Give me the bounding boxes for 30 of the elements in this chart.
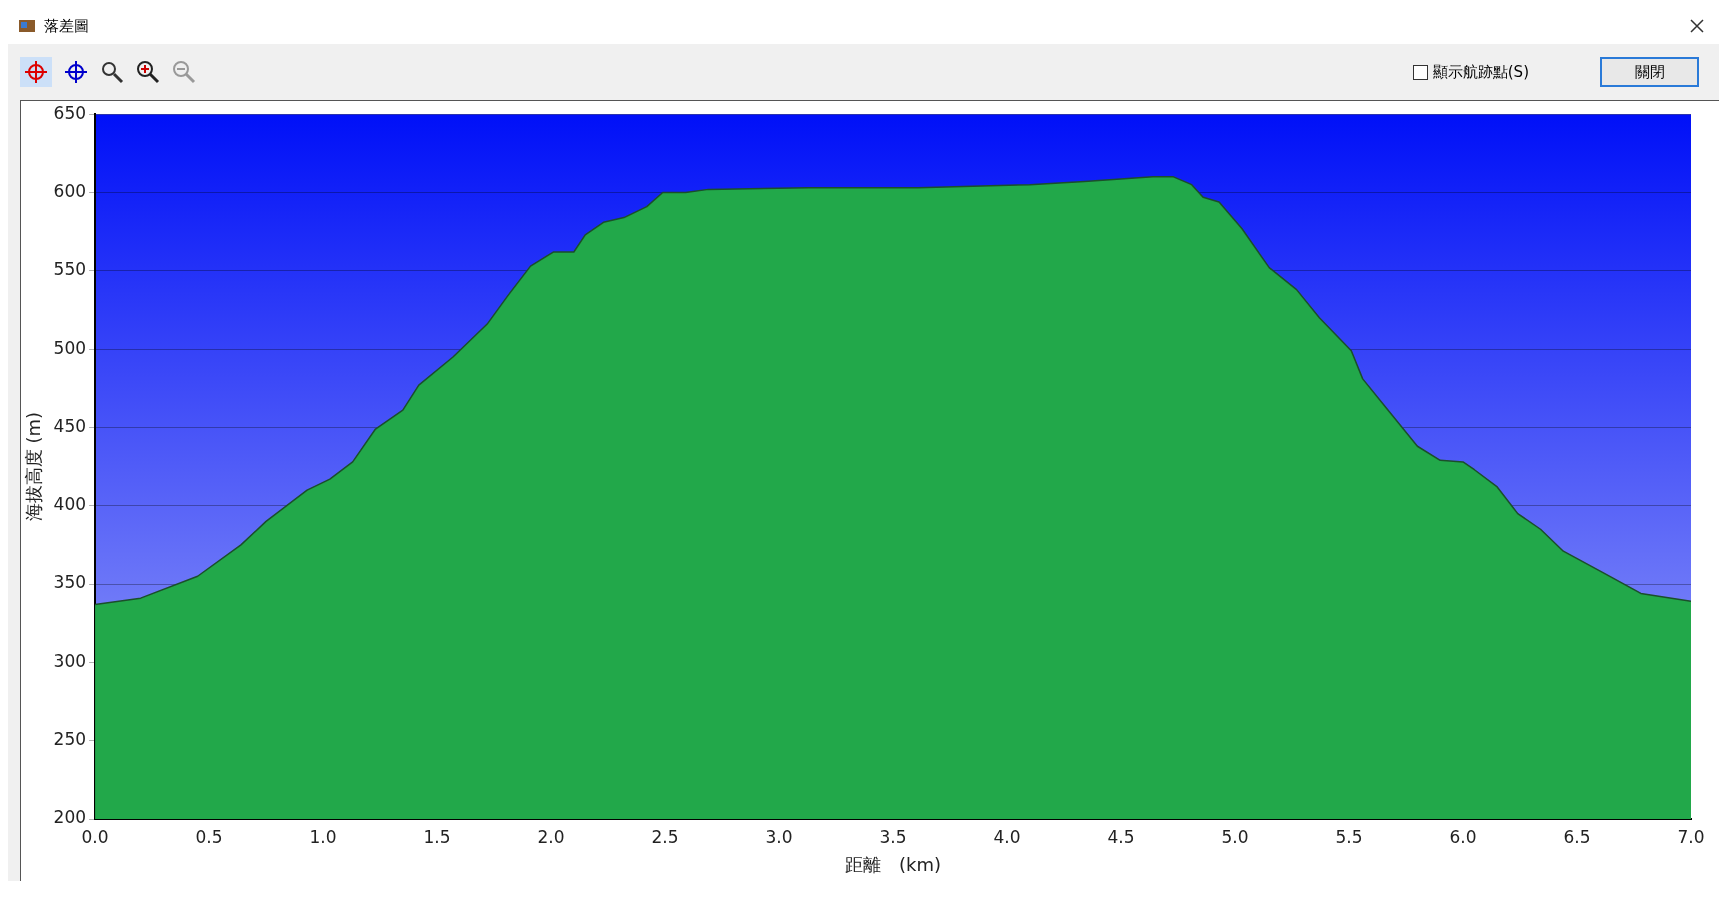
y-tick-label: 400 <box>53 494 87 515</box>
y-tick-label: 200 <box>53 807 87 828</box>
y-tick-label: 350 <box>53 572 87 593</box>
x-tick-label: 2.0 <box>537 826 565 847</box>
y-tick-label: 600 <box>53 180 87 201</box>
x-tick-label: 0.5 <box>195 826 223 847</box>
y-tick-label: 450 <box>53 415 87 436</box>
x-tick-label: 6.0 <box>1449 826 1477 847</box>
x-tick-label: 2.5 <box>651 826 679 847</box>
x-tick-label: 1.5 <box>423 826 451 847</box>
y-tick-label: 300 <box>53 650 87 671</box>
x-tick-label: 5.5 <box>1335 826 1363 847</box>
x-tick-label: 1.0 <box>309 826 337 847</box>
x-tick-label: 6.5 <box>1563 826 1591 847</box>
x-tick-label: 0.0 <box>81 826 109 847</box>
x-tick-label: 7.0 <box>1677 826 1705 847</box>
x-tick-label: 3.0 <box>765 826 793 847</box>
x-tick-label: 5.0 <box>1221 826 1249 847</box>
y-axis-title: 海拔高度 (m) <box>23 411 45 522</box>
x-tick-label: 3.5 <box>879 826 907 847</box>
text: 關閉 <box>1600 57 1699 87</box>
x-tick-label: 4.0 <box>993 826 1021 847</box>
y-tick-label: 500 <box>53 337 87 358</box>
y-tick-label: 650 <box>53 102 87 123</box>
chart-title: 落差圖 <box>44 16 89 36</box>
x-tick-label: 4.5 <box>1107 826 1135 847</box>
x-axis-title: 距離 (km) <box>845 853 942 875</box>
y-tick-label: 250 <box>53 729 87 750</box>
y-tick-label: 550 <box>53 259 87 280</box>
text: 顯示航跡點(S) <box>1432 62 1529 82</box>
